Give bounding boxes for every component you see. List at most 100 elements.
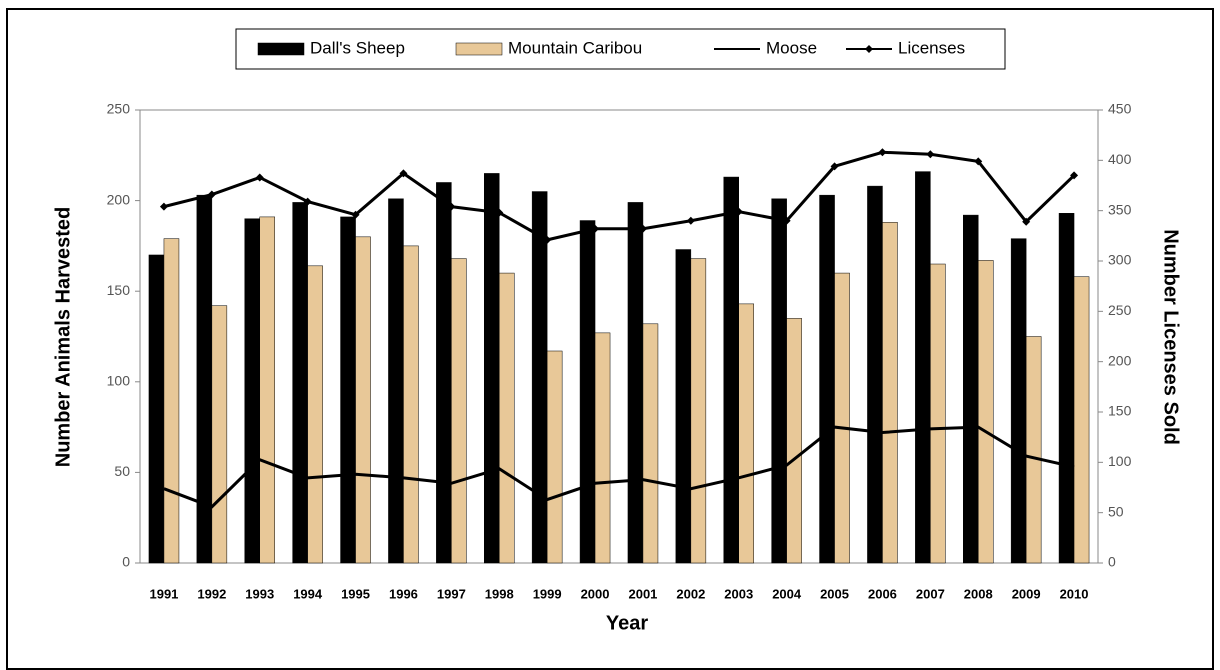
bar <box>1058 213 1075 564</box>
bar <box>579 220 596 564</box>
legend-swatch <box>455 42 503 56</box>
y2-tick-label: 150 <box>1108 403 1132 419</box>
x-tick-label: 1998 <box>485 586 514 601</box>
marker <box>399 169 408 178</box>
bar <box>196 194 213 564</box>
y2-tick-label: 100 <box>1108 453 1132 469</box>
marker <box>782 216 791 225</box>
x-tick-label: 2010 <box>1060 586 1089 601</box>
bar <box>867 185 883 564</box>
bar <box>882 222 898 564</box>
y-tick-label: 100 <box>107 373 131 389</box>
bar <box>388 198 404 564</box>
bar <box>834 272 850 564</box>
bar <box>642 323 659 564</box>
x-tick-label: 2000 <box>581 586 610 601</box>
bar <box>930 263 946 564</box>
legend-swatch <box>257 42 305 56</box>
marker <box>255 173 264 182</box>
marker <box>878 148 887 157</box>
x-tick-label: 2006 <box>868 586 897 601</box>
x-tick-label: 1995 <box>341 586 370 601</box>
y2-tick-label: 450 <box>1108 101 1132 117</box>
bar <box>355 236 371 564</box>
x-tick-label: 2001 <box>628 586 657 601</box>
y2-tick-label: 50 <box>1108 503 1124 519</box>
y2-tick-label: 200 <box>1108 352 1132 368</box>
bar <box>723 176 739 564</box>
line <box>163 150 1076 242</box>
bar <box>340 216 356 564</box>
bar <box>1010 238 1027 564</box>
y-axis-title: Number Animals Harvested <box>52 207 74 467</box>
legend-label: Licenses <box>898 38 965 57</box>
marker <box>447 202 456 211</box>
bar <box>963 214 979 564</box>
marker <box>591 224 600 233</box>
y2-tick-label: 250 <box>1108 302 1132 318</box>
bar <box>211 305 228 564</box>
y2-tick-label: 0 <box>1108 554 1116 570</box>
legend-marker <box>865 45 873 53</box>
marker <box>830 162 839 171</box>
y-tick-label: 200 <box>107 191 131 207</box>
bar <box>819 194 835 564</box>
x-tick-label: 2005 <box>820 586 849 601</box>
y-tick-label: 150 <box>107 282 131 298</box>
x-tick-label: 1991 <box>149 586 178 601</box>
x-tick-label: 2009 <box>1012 586 1041 601</box>
y2-tick-label: 400 <box>1108 151 1132 167</box>
marker <box>926 150 935 159</box>
y-tick-label: 50 <box>114 463 130 479</box>
bar <box>244 218 260 564</box>
bar <box>690 258 707 564</box>
bar <box>307 265 323 564</box>
marker <box>686 216 695 225</box>
x-tick-label: 2003 <box>724 586 753 601</box>
bar <box>627 202 644 564</box>
bar <box>292 202 308 564</box>
legend-label: Dall's Sheep <box>310 38 405 57</box>
legend-label: Mountain Caribou <box>508 38 642 57</box>
bar <box>163 238 180 564</box>
bar <box>786 318 802 564</box>
plot-area <box>139 109 1099 564</box>
marker <box>351 210 360 219</box>
x-tick-label: 2002 <box>676 586 705 601</box>
y2-tick-label: 300 <box>1108 252 1132 268</box>
bar <box>259 216 275 564</box>
bar <box>499 272 515 564</box>
bar <box>978 260 994 564</box>
bar <box>148 254 165 564</box>
x-tick-label: 1999 <box>533 586 562 601</box>
bar <box>738 303 754 564</box>
bar <box>403 245 419 564</box>
y2-tick-label: 350 <box>1108 201 1132 217</box>
marker <box>974 157 983 166</box>
legend-label: Moose <box>766 38 817 57</box>
bar <box>771 198 787 564</box>
y-tick-label: 0 <box>122 554 130 570</box>
y2-axis-title: Number Licenses Sold <box>1160 229 1182 445</box>
marker <box>303 197 312 206</box>
bar <box>451 258 467 564</box>
x-tick-label: 1992 <box>197 586 226 601</box>
bar <box>915 171 931 564</box>
bar <box>436 182 452 564</box>
x-tick-label: 1997 <box>437 586 466 601</box>
x-tick-label: 1993 <box>245 586 274 601</box>
x-tick-label: 2008 <box>964 586 993 601</box>
bar <box>546 350 563 564</box>
x-tick-label: 2004 <box>772 586 802 601</box>
y-tick-label: 250 <box>107 101 131 117</box>
bar <box>1073 276 1090 564</box>
bar <box>1025 336 1042 564</box>
x-tick-label: 1996 <box>389 586 418 601</box>
bar <box>484 173 500 564</box>
bar <box>675 249 692 564</box>
marker <box>1070 171 1079 180</box>
line <box>163 425 1075 509</box>
marker <box>207 190 216 199</box>
marker <box>543 235 552 244</box>
